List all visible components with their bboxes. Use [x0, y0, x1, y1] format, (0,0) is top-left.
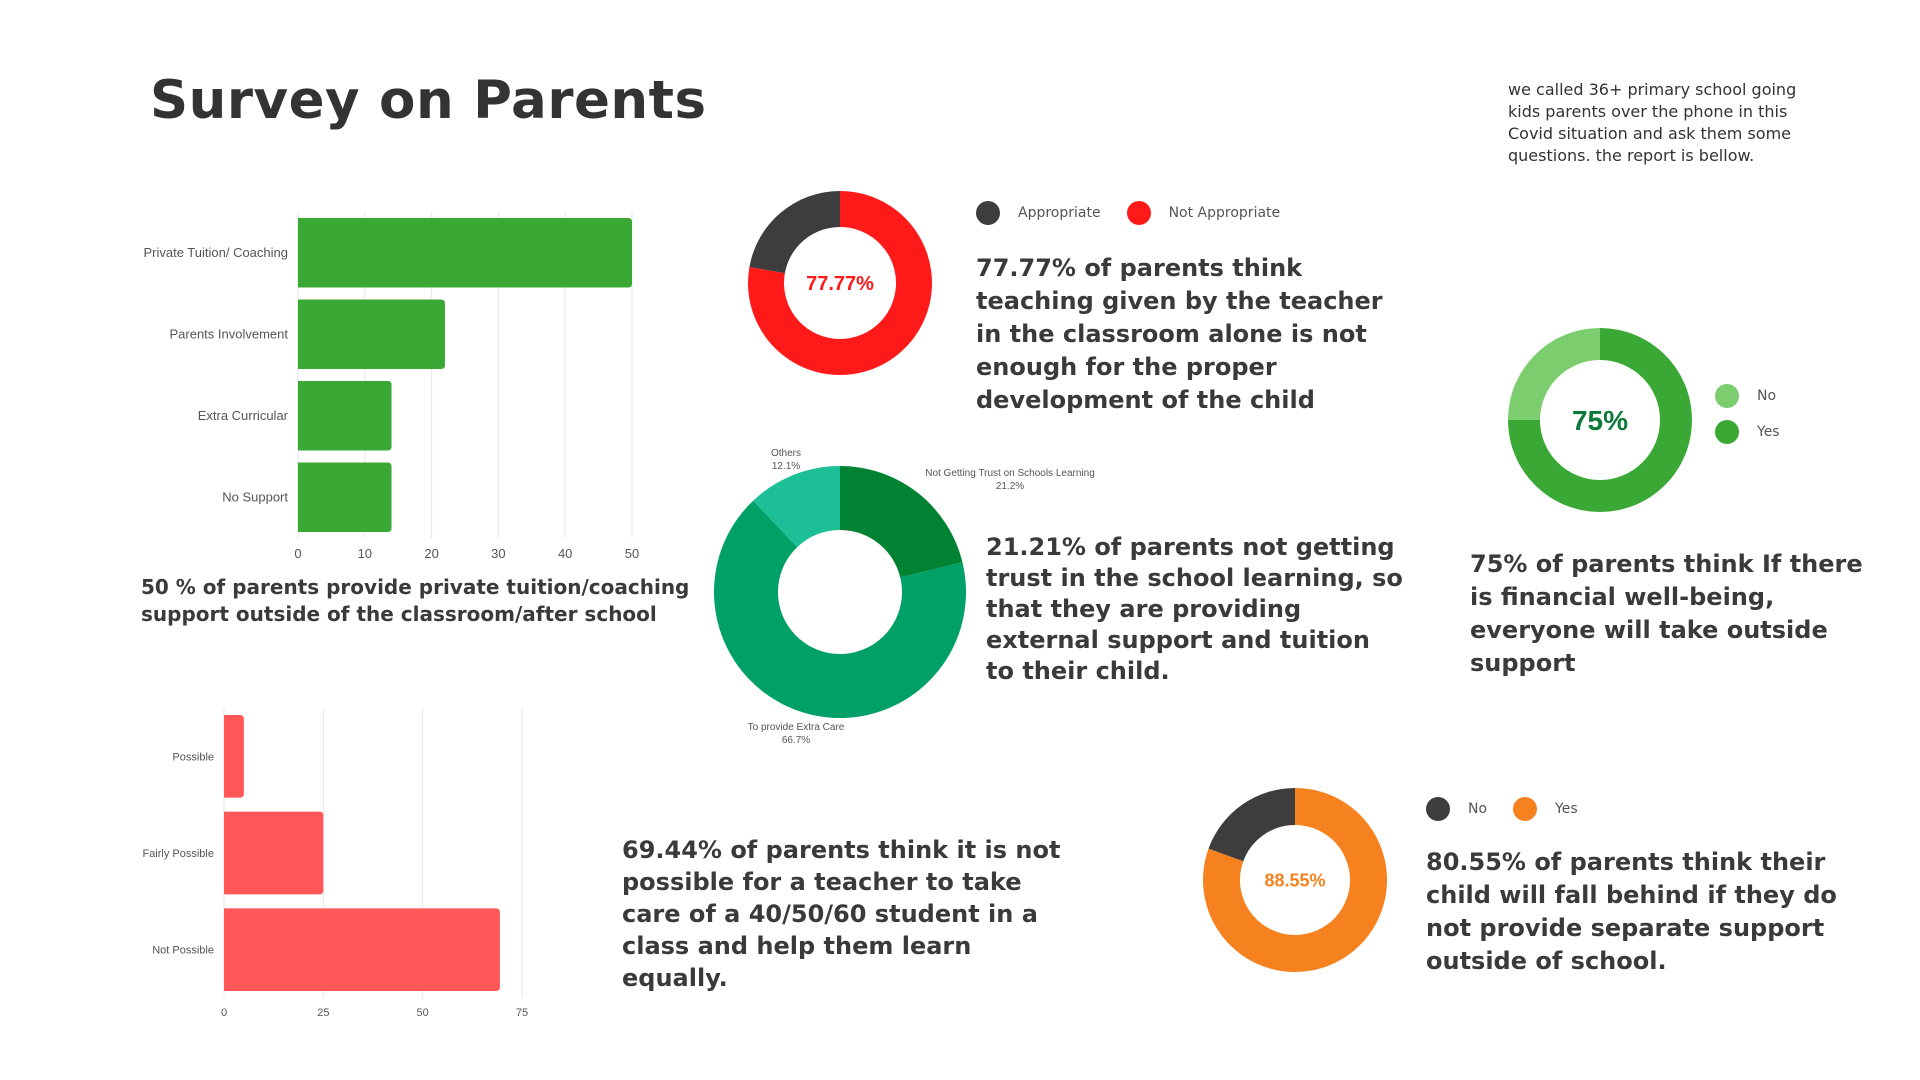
x-tick-label: 25 — [317, 1007, 329, 1019]
slice-no — [1208, 788, 1295, 862]
category-label: Fairly Possible — [142, 848, 214, 860]
x-tick-label: 30 — [491, 546, 505, 561]
reasons-statement: 21.21% of parents not getting trust in t… — [986, 533, 1403, 685]
slice-yes — [1508, 328, 1692, 512]
slice-value-label: 66.7% — [782, 735, 810, 746]
intro-text: we called 36+ primary school going kids … — [1508, 80, 1797, 165]
bar-extra-curricular — [298, 381, 392, 451]
reasons-donut-chart: Not Getting Trust on Schools Learning 21.… — [714, 448, 1095, 746]
legend-item-yes: Yes — [1715, 420, 1780, 444]
category-label: Not Possible — [152, 945, 214, 957]
legend-swatch — [1426, 797, 1450, 821]
center-value-label: 88.55% — [1264, 870, 1325, 890]
slice-name-label: Not Getting Trust on Schools Learning — [925, 468, 1095, 479]
x-tick-label: 0 — [221, 1007, 227, 1019]
legend-label: No — [1468, 801, 1488, 817]
slice-value-label: 12.1% — [772, 461, 800, 472]
bar-fairly-possible — [224, 811, 324, 895]
category-label: No Support — [222, 489, 288, 504]
x-tick-label: 50 — [417, 1007, 429, 1019]
legend-label: Yes — [1757, 424, 1780, 440]
bar-private-tuition-coaching — [298, 218, 632, 288]
category-label: Possible — [172, 751, 214, 763]
legend-item-yes: Yes — [1513, 797, 1578, 821]
appropriate-statement: 77.77% of parents think teaching given b… — [976, 254, 1383, 414]
financial-legend: No Yes — [1715, 384, 1806, 456]
financial-donut-chart: 75% — [1508, 328, 1692, 512]
financial-statement: 75% of parents think If there is financi… — [1470, 550, 1863, 677]
slice-not-appropriate — [748, 191, 932, 375]
slice-name-label: To provide Extra Care — [748, 722, 845, 733]
possible-bar-chart: 0 25 50 75 Possible Fairly Possible Not Possib… — [142, 708, 528, 1019]
bar-parents-involvement — [298, 299, 445, 369]
slice-to-provide-extra-care — [714, 500, 966, 718]
fallbehind-donut-chart: 88.55% — [1203, 788, 1387, 972]
center-value-label: 75% — [1572, 405, 1628, 436]
legend-swatch — [1513, 797, 1538, 821]
x-tick-label: 20 — [424, 546, 438, 561]
legend-item-no: No — [1426, 797, 1487, 821]
slice-yes — [1203, 788, 1387, 972]
category-label: Private Tuition/ Coaching — [143, 245, 288, 260]
slice-no — [1508, 328, 1600, 420]
x-tick-label: 40 — [558, 546, 572, 561]
legend-swatch — [1715, 384, 1739, 408]
x-tick-label: 10 — [358, 546, 372, 561]
x-tick-label: 0 — [294, 546, 301, 561]
slice-name-label: Others — [771, 448, 801, 459]
appropriate-legend: Appropriate Not Appropriate — [976, 201, 1306, 225]
category-label: Extra Curricular — [198, 408, 289, 423]
legend-swatch — [1715, 420, 1739, 444]
slice-others — [753, 466, 840, 548]
legend-swatch — [1126, 201, 1151, 225]
bar-possible — [224, 715, 244, 798]
x-tick-label: 75 — [516, 1007, 528, 1019]
slice-not-getting-trust-on-schools-learning — [840, 466, 963, 578]
bar-no-support — [298, 462, 392, 532]
fallbehind-statement: 80.55% of parents think their child will… — [1426, 848, 1837, 975]
appropriate-donut-chart: 77.77% — [748, 191, 932, 375]
legend-swatch — [976, 201, 1000, 225]
legend-item-not-appropriate: Not Appropriate — [1126, 201, 1281, 225]
x-tick-label: 50 — [625, 546, 639, 561]
fallbehind-legend: No Yes — [1426, 797, 1604, 821]
legend-item-appropriate: Appropriate — [976, 201, 1101, 225]
slice-appropriate — [749, 191, 840, 274]
category-label: Parents Involvement — [169, 326, 288, 341]
legend-label: No — [1757, 388, 1777, 404]
bar-not-possible — [224, 908, 500, 991]
support-statement: 50 % of parents provide private tuition/… — [141, 575, 690, 626]
legend-label: Not Appropriate — [1168, 205, 1281, 221]
slice-value-label: 21.2% — [996, 481, 1024, 492]
center-value-label: 77.77% — [806, 273, 874, 295]
support-bar-chart: 0 10 20 30 40 50 Private Tuition/ Coaching Pare… — [143, 212, 639, 561]
legend-label: Yes — [1555, 801, 1578, 817]
page-title: Survey on Parents — [150, 70, 707, 131]
possible-statement: 69.44% of parents think it is not possib… — [622, 836, 1061, 992]
legend-label: Appropriate — [1018, 205, 1101, 221]
legend-item-no: No — [1715, 384, 1776, 408]
